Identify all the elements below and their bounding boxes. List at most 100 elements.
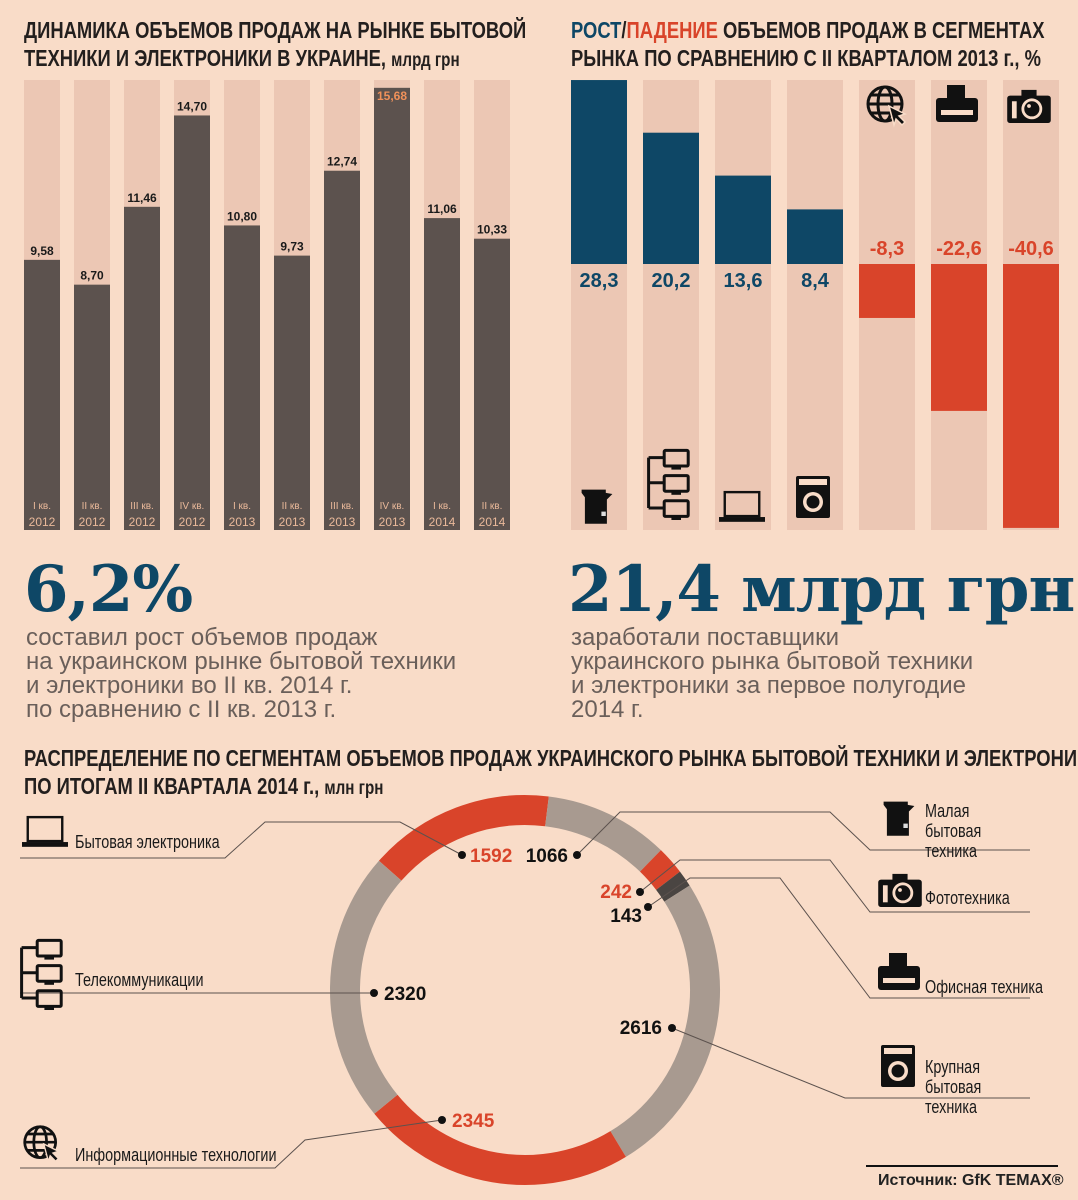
leader-line bbox=[671, 1027, 1030, 1099]
left-title-line1: ДИНАМИКА ОБЪЕМОВ ПРОДАЖ НА РЫНКЕ БЫТОВОЙ bbox=[24, 17, 527, 43]
bar bbox=[224, 225, 260, 530]
legend-label-telecom: Телекоммуникации bbox=[75, 970, 204, 990]
donut-slice bbox=[374, 1094, 626, 1185]
slice-value-label: 1592 bbox=[470, 846, 512, 867]
donut-slice bbox=[610, 885, 720, 1157]
legend-label-office: Офисная техника bbox=[925, 977, 1043, 997]
quarter-label: III кв. bbox=[130, 501, 154, 512]
left-title-line2: ТЕХНИКИ И ЭЛЕКТРОНИКИ В УКРАИНЕ, млрд гр… bbox=[24, 44, 526, 75]
growth-chart: 28,3 20,2 13,6 8,4 -8,3 -22,6 -40,6 bbox=[571, 80, 1059, 530]
legend-label-photo: Фототехника bbox=[925, 888, 1010, 908]
decline-bar bbox=[859, 264, 915, 318]
stat-text-line: украинского рынка бытовой техники bbox=[571, 648, 974, 675]
legend-label-consumer-electronics: Бытовая электроника bbox=[75, 832, 220, 852]
quarter-label: I кв. bbox=[233, 501, 251, 512]
bar bbox=[324, 170, 360, 530]
title-slash: / bbox=[621, 17, 627, 43]
year-label: 2012 bbox=[179, 515, 206, 529]
quarter-label: I кв. bbox=[433, 501, 451, 512]
donut-title-line2: ПО ИТОГАМ II КВАРТАЛА 2014 г., млн грн bbox=[24, 772, 1078, 803]
right-title-line1: РОСТ/ПАДЕНИЕ ОБЪЕМОВ ПРОДАЖ В СЕГМЕНТАХ bbox=[571, 16, 1045, 44]
donut-title: РАСПРЕДЕЛЕНИЕ ПО СЕГМЕНТАМ ОБЪЕМОВ ПРОДА… bbox=[24, 744, 1078, 803]
year-label: 2013 bbox=[279, 515, 306, 529]
donut-slice bbox=[378, 795, 549, 881]
growth-bar bbox=[571, 80, 627, 264]
growth-bar bbox=[643, 132, 699, 264]
slice-value-label: 1066 bbox=[526, 846, 568, 867]
bar-value-label: 10,80 bbox=[227, 209, 257, 223]
leader-dot bbox=[668, 1024, 676, 1032]
growth-value-label: 28,3 bbox=[580, 270, 619, 292]
stat-text-line: на украинском рынке бытовой техники bbox=[26, 648, 457, 675]
year-label: 2013 bbox=[229, 515, 256, 529]
growth-stat: 6,2% bbox=[24, 552, 193, 627]
bar-value-label: 9,58 bbox=[30, 244, 54, 258]
legend-label-it: Информационные технологии bbox=[75, 1145, 277, 1165]
quarter-label: II кв. bbox=[482, 501, 503, 512]
left-title-text: ТЕХНИКИ И ЭЛЕКТРОНИКИ В УКРАИНЕ, bbox=[24, 45, 387, 71]
quarter-label: IV кв. bbox=[380, 501, 405, 512]
quarter-label: IV кв. bbox=[180, 501, 205, 512]
decline-bar bbox=[931, 264, 987, 411]
washer-icon bbox=[796, 476, 830, 518]
sales-dynamics-chart: 9,58 I кв. 2012 8,70 II кв. 2012 11,46 III кв. 2… bbox=[24, 80, 510, 531]
leader-dot bbox=[636, 888, 644, 896]
leader-dot bbox=[458, 851, 466, 859]
donut-slice bbox=[656, 871, 690, 902]
growth-value-label: 20,2 bbox=[652, 270, 691, 292]
stat-text-line: составил рост объемов продаж bbox=[26, 624, 378, 651]
bar bbox=[374, 87, 410, 530]
donut-title-line1: РАСПРЕДЕЛЕНИЕ ПО СЕГМЕНТАМ ОБЪЕМОВ ПРОДА… bbox=[24, 745, 1078, 771]
growth-bar bbox=[715, 175, 771, 264]
leader-line bbox=[576, 811, 1030, 856]
quarter-label: I кв. bbox=[33, 501, 51, 512]
decline-value-label: -8,3 bbox=[870, 238, 904, 260]
year-label: 2013 bbox=[329, 515, 356, 529]
quarter-label: III кв. bbox=[330, 501, 354, 512]
quarter-label: II кв. bbox=[282, 501, 303, 512]
leader-dot bbox=[370, 989, 378, 997]
year-label: 2014 bbox=[429, 515, 456, 529]
stat-text-line: и электроники во II кв. 2014 г. bbox=[26, 672, 353, 699]
bar bbox=[474, 238, 510, 530]
title-grow: РОСТ bbox=[571, 17, 622, 43]
leader-line bbox=[20, 821, 463, 859]
growth-value-label: 13,6 bbox=[724, 270, 763, 292]
bar-value-label: 11,06 bbox=[427, 202, 457, 216]
donut-slice bbox=[544, 796, 661, 872]
growth-bar bbox=[787, 209, 843, 264]
bar-background bbox=[715, 80, 771, 530]
bar-value-label: 9,73 bbox=[280, 240, 304, 254]
decline-value-label: -40,6 bbox=[1008, 238, 1054, 260]
printer-icon bbox=[878, 953, 920, 990]
bar bbox=[274, 255, 310, 530]
slice-value-label: 2320 bbox=[384, 984, 426, 1005]
segments-donut-chart: 1592 1066 242 143 2616 2345 2320 bbox=[20, 795, 1030, 1185]
bar-value-label: 11,46 bbox=[127, 191, 157, 205]
slice-value-label: 2616 bbox=[620, 1018, 662, 1039]
slice-value-label: 2345 bbox=[452, 1111, 495, 1132]
year-label: 2013 bbox=[379, 515, 406, 529]
slice-value-label: 143 bbox=[610, 906, 642, 927]
year-label: 2012 bbox=[129, 515, 156, 529]
donut-title-unit: млн грн bbox=[324, 778, 384, 799]
kettle-icon bbox=[883, 801, 915, 836]
bar bbox=[424, 218, 460, 530]
title-rest: ОБЪЕМОВ ПРОДАЖ В СЕГМЕНТАХ bbox=[717, 17, 1045, 43]
bar bbox=[74, 284, 110, 530]
bar-value-label: 12,74 bbox=[327, 155, 357, 169]
left-title-unit: млрд грн bbox=[391, 50, 460, 71]
washer-icon bbox=[881, 1045, 915, 1087]
camera-icon bbox=[878, 873, 922, 908]
bar bbox=[174, 115, 210, 531]
revenue-stat: 21,4 млрд грн bbox=[568, 552, 1075, 627]
donut-slice bbox=[330, 860, 402, 1114]
legend-label-small-appliances: Малая бытовая техника bbox=[925, 801, 982, 861]
bar-value-label: 8,70 bbox=[80, 269, 104, 283]
decline-bar bbox=[1003, 264, 1059, 528]
leader-line bbox=[20, 1119, 443, 1169]
slice-value-label: 242 bbox=[600, 882, 632, 903]
title-fall: ПАДЕНИЕ bbox=[626, 17, 718, 43]
network-icon bbox=[20, 938, 63, 1010]
